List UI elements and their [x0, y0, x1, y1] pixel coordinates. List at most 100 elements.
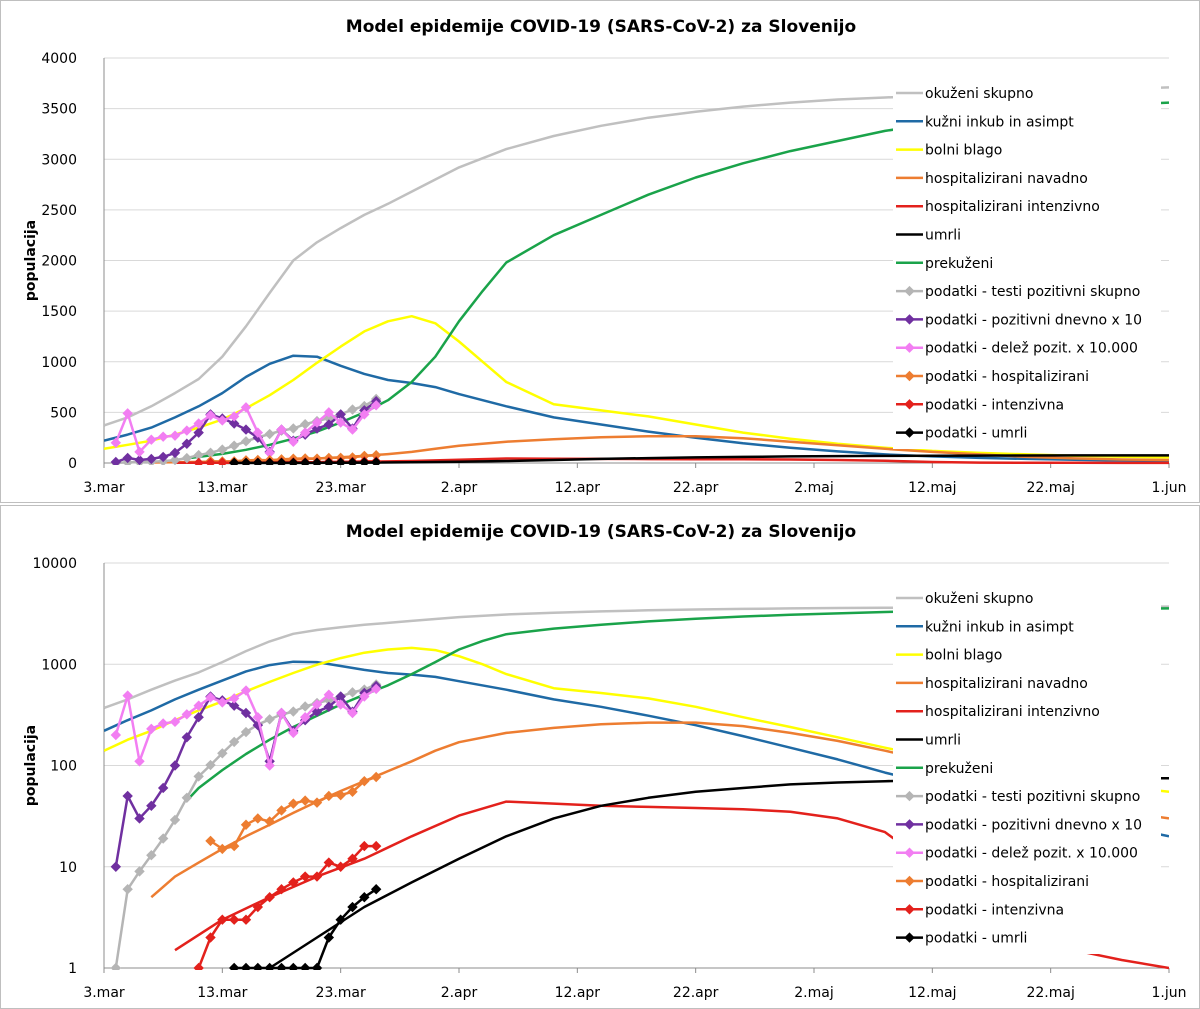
- data-point-podatki-delez-pozit-x-10-000: [252, 711, 264, 723]
- y-tick-label: 0: [68, 456, 77, 472]
- data-point-podatki-umrli: [347, 901, 358, 913]
- y-tick-label: 1000: [41, 657, 77, 673]
- data-point-podatki-intenzivna: [323, 857, 335, 868]
- data-point-podatki-pozitivni-dnevno-x-10: [110, 456, 122, 465]
- legend-label-hospitalizirani-intenzivno: hospitalizirani intenzivno: [925, 199, 1100, 215]
- data-point-podatki-intenzivna: [240, 914, 252, 925]
- data-point-podatki-hospitalizirani: [370, 771, 382, 783]
- chart-title: Model epidemije COVID-19 (SARS-CoV-2) za…: [346, 522, 856, 542]
- legend-label-podatki-testi-pozitivni-skupno: podatki - testi pozitivni skupno: [925, 789, 1140, 805]
- data-point-podatki-intenzivna: [347, 853, 358, 864]
- data-point-podatki-delez-pozit-x-10-000: [146, 434, 157, 445]
- data-point-podatki-intenzivna: [264, 892, 275, 903]
- data-point-podatki-delez-pozit-x-10-000: [217, 697, 228, 708]
- data-point-podatki-delez-pozit-x-10-000: [157, 718, 169, 729]
- data-point-podatki-delez-pozit-x-10-000: [169, 716, 181, 728]
- legend-label-podatki-umrli: podatki - umrli: [925, 931, 1027, 947]
- data-point-podatki-delez-pozit-x-10-000: [122, 690, 133, 701]
- data-point-podatki-delez-pozit-x-10-000: [134, 446, 145, 458]
- data-point-podatki-umrli: [323, 932, 335, 943]
- data-point-podatki-delez-pozit-x-10-000: [347, 707, 358, 719]
- data-point-podatki-testi-pozitivni-skupno: [299, 419, 311, 430]
- data-point-podatki-testi-pozitivni-skupno: [288, 706, 299, 717]
- legend-label-bolni-blago: bolni blago: [925, 143, 1002, 159]
- legend-label-okuzeni-skupno: okuženi skupno: [925, 591, 1033, 607]
- x-tick-label: 1.jun: [1152, 480, 1187, 496]
- y-tick-label: 100: [50, 759, 77, 775]
- x-tick-label: 23.mar: [316, 480, 366, 496]
- data-point-podatki-delez-pozit-x-10-000: [228, 411, 240, 422]
- legend-label-bolni-blago: bolni blago: [925, 648, 1002, 664]
- legend-label-podatki-hospitalizirani: podatki - hospitalizirani: [925, 874, 1089, 890]
- data-point-podatki-pozitivni-dnevno-x-10: [240, 707, 252, 719]
- data-point-podatki-umrli: [359, 892, 370, 903]
- data-point-podatki-testi-pozitivni-skupno: [169, 814, 181, 826]
- data-point-podatki-delez-pozit-x-10-000: [205, 692, 216, 703]
- data-point-podatki-umrli: [252, 457, 264, 465]
- data-point-podatki-umrli: [370, 457, 382, 465]
- y-axis-label: populacija: [23, 220, 39, 301]
- x-tick-label: 2.maj: [794, 985, 833, 1001]
- data-point-podatki-pozitivni-dnevno-x-10: [146, 453, 157, 465]
- data-point-podatki-delez-pozit-x-10-000: [335, 417, 346, 428]
- data-point-podatki-intenzivna: [276, 884, 287, 895]
- data-point-podatki-testi-pozitivni-skupno: [122, 884, 133, 895]
- data-point-podatki-testi-pozitivni-skupno: [228, 736, 240, 748]
- data-point-podatki-hospitalizirani: [276, 805, 287, 816]
- data-point-podatki-delez-pozit-x-10-000: [134, 756, 145, 767]
- series-line-podatki-umrli: [234, 888, 377, 970]
- legend-label-podatki-intenzivna: podatki - intenzivna: [925, 397, 1064, 413]
- data-point-podatki-delez-pozit-x-10-000: [323, 689, 335, 700]
- data-point-podatki-intenzivna: [299, 871, 311, 882]
- data-point-podatki-umrli: [228, 457, 240, 465]
- data-point-podatki-testi-pozitivni-skupno: [240, 726, 252, 738]
- data-point-podatki-testi-pozitivni-skupno: [205, 759, 216, 771]
- y-tick-label: 3000: [41, 152, 77, 168]
- data-point-podatki-delez-pozit-x-10-000: [370, 400, 382, 411]
- y-tick-label: 10000: [32, 556, 77, 572]
- data-point-podatki-pozitivni-dnevno-x-10: [311, 423, 323, 434]
- data-point-podatki-intenzivna: [370, 840, 382, 852]
- data-point-podatki-delez-pozit-x-10-000: [370, 683, 382, 695]
- legend-label-hospitalizirani-intenzivno: hospitalizirani intenzivno: [925, 704, 1100, 720]
- x-tick-label: 22.maj: [1026, 985, 1074, 1001]
- data-point-podatki-intenzivna: [228, 914, 240, 925]
- legend-label-hospitalizirani-navadno: hospitalizirani navadno: [925, 171, 1088, 187]
- data-point-podatki-delez-pozit-x-10-000: [347, 424, 358, 435]
- data-point-podatki-pozitivni-dnevno-x-10: [110, 861, 122, 872]
- legend-label-umrli: umrli: [925, 228, 961, 244]
- data-point-podatki-intenzivna: [205, 932, 216, 943]
- data-point-podatki-pozitivni-dnevno-x-10: [228, 418, 240, 429]
- data-point-podatki-pozitivni-dnevno-x-10: [169, 760, 181, 771]
- data-point-podatki-delez-pozit-x-10-000: [217, 415, 228, 426]
- data-point-podatki-umrli: [335, 457, 346, 465]
- data-point-podatki-hospitalizirani: [288, 798, 299, 809]
- data-point-podatki-testi-pozitivni-skupno: [228, 440, 240, 451]
- x-tick-label: 13.mar: [197, 985, 247, 1001]
- data-point-podatki-pozitivni-dnevno-x-10: [193, 427, 204, 438]
- data-point-podatki-pozitivni-dnevno-x-10: [323, 419, 335, 430]
- legend-background: [893, 586, 1161, 954]
- legend-marker-podatki-hospitalizirani: [904, 370, 915, 382]
- data-point-podatki-pozitivni-dnevno-x-10: [193, 711, 204, 723]
- legend-label-hospitalizirani-navadno: hospitalizirani navadno: [925, 676, 1088, 692]
- data-point-podatki-umrli: [288, 962, 299, 970]
- data-point-podatki-testi-pozitivni-skupno: [240, 436, 252, 447]
- data-point-podatki-testi-pozitivni-skupno: [288, 423, 299, 434]
- data-point-podatki-hospitalizirani: [359, 775, 370, 787]
- data-point-podatki-hospitalizirani: [228, 840, 240, 852]
- data-point-podatki-hospitalizirani: [217, 843, 228, 855]
- data-point-podatki-delez-pozit-x-10-000: [157, 431, 169, 442]
- data-point-podatki-delez-pozit-x-10-000: [193, 700, 204, 711]
- data-point-podatki-intenzivna: [335, 861, 346, 872]
- data-point-podatki-umrli: [276, 457, 287, 465]
- data-point-podatki-umrli: [311, 962, 323, 970]
- y-tick-label: 2000: [41, 254, 77, 270]
- legend-label-podatki-umrli: podatki - umrli: [925, 426, 1027, 442]
- data-point-podatki-pozitivni-dnevno-x-10: [169, 447, 181, 459]
- data-point-podatki-pozitivni-dnevno-x-10: [181, 732, 193, 743]
- data-point-podatki-delez-pozit-x-10-000: [193, 418, 204, 429]
- data-point-podatki-intenzivna: [205, 457, 216, 465]
- legend-label-okuzeni-skupno: okuženi skupno: [925, 86, 1033, 102]
- data-point-podatki-testi-pozitivni-skupno: [347, 687, 358, 698]
